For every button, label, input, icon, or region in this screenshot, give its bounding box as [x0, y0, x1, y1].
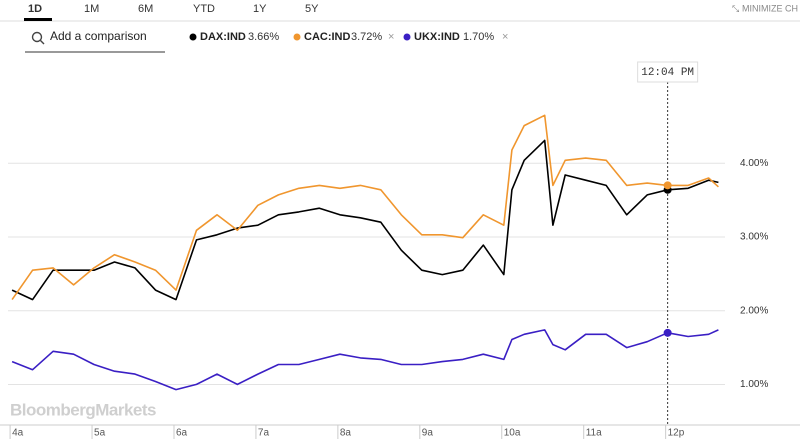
- y-tick-label: 1.00%: [740, 379, 768, 390]
- cursor-label: 12:04 PM: [641, 67, 694, 79]
- legend-value: 3.72%: [351, 31, 382, 43]
- legend-value: 3.66%: [248, 31, 279, 43]
- x-tick-label: 5a: [94, 428, 106, 439]
- series-line: [11, 114, 719, 301]
- x-tick-label: 10a: [504, 428, 521, 439]
- series-line: [11, 329, 719, 391]
- legend-dot: [403, 33, 411, 41]
- search-icon[interactable]: [31, 31, 43, 43]
- y-tick-label: 4.00%: [740, 158, 768, 169]
- x-tick-label: 9a: [422, 428, 434, 439]
- y-tick-label: 3.00%: [740, 232, 768, 243]
- tab[interactable]: 1D: [28, 3, 42, 15]
- x-tick-label: 6a: [176, 428, 188, 439]
- cursor-dot: [663, 328, 672, 337]
- cursor-dot: [663, 181, 672, 190]
- tab[interactable]: 1M: [84, 3, 99, 15]
- tab[interactable]: 5Y: [305, 3, 319, 15]
- search-icon-handle: [40, 40, 45, 45]
- series-line: [11, 139, 719, 301]
- legend-name: DAX:IND: [200, 31, 246, 43]
- legend-name: CAC:IND: [304, 31, 350, 43]
- x-tick-label: 8a: [340, 428, 352, 439]
- minimize-button[interactable]: MINIMIZE CH: [742, 3, 798, 13]
- x-tick-label: 12p: [668, 428, 685, 439]
- y-tick-label: 2.00%: [740, 305, 768, 316]
- x-tick-label: 11a: [586, 428, 602, 439]
- tab[interactable]: YTD: [193, 3, 215, 15]
- x-tick-label: 4a: [12, 428, 24, 439]
- tab[interactable]: 6M: [138, 3, 153, 15]
- legend-dot: [293, 33, 301, 41]
- cursor-label-box: [637, 61, 699, 83]
- search-input[interactable]: Add a comparison: [50, 29, 147, 43]
- active-tab-underline: [24, 18, 52, 21]
- legend-name: UKX:IND: [414, 31, 460, 43]
- legend-dot: [189, 33, 197, 41]
- legend-remove[interactable]: ×: [502, 31, 508, 43]
- legend-value: 1.70%: [463, 31, 494, 43]
- watermark: BloombergMarkets: [10, 400, 156, 419]
- minimize-icon: ⤡: [732, 3, 739, 13]
- tab[interactable]: 1Y: [253, 3, 267, 15]
- legend-remove[interactable]: ×: [388, 31, 394, 43]
- x-tick-label: 7a: [258, 428, 270, 439]
